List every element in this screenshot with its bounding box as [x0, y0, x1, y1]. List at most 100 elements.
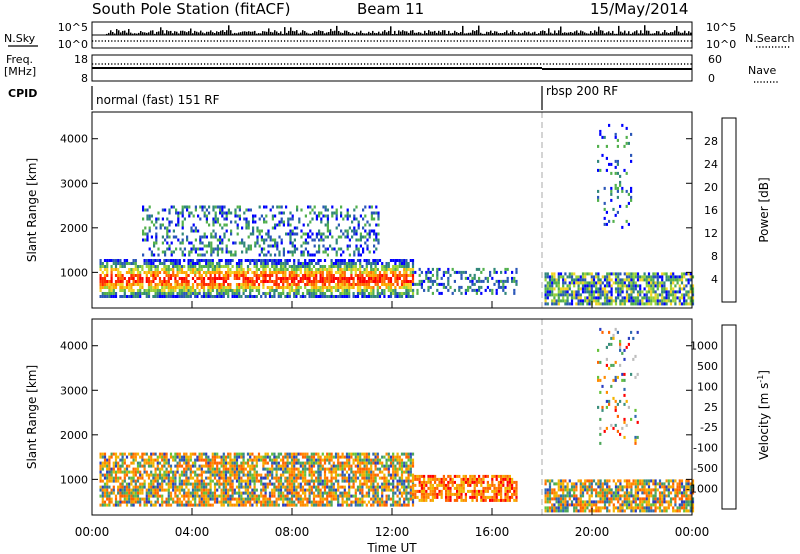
echo-cell	[265, 220, 268, 224]
echo-cell	[674, 299, 677, 303]
echo-cell	[178, 271, 181, 274]
echo-cell	[266, 482, 269, 486]
echo-cell	[128, 268, 131, 271]
echo-cell	[372, 476, 375, 480]
echo-cell	[290, 461, 294, 465]
echo-cell	[352, 280, 355, 283]
echo-cell	[114, 268, 118, 271]
echo-cell	[354, 494, 357, 498]
echo-cell	[255, 265, 258, 268]
echo-cell	[597, 290, 600, 294]
echo-cell	[356, 277, 360, 280]
echo-cell	[374, 473, 377, 477]
echo-cell	[436, 267, 439, 271]
echo-cell	[123, 452, 126, 456]
echo-cell	[277, 467, 280, 471]
nsky-bar	[584, 32, 586, 35]
echo-cell	[161, 473, 164, 477]
echo-cell	[562, 299, 565, 303]
echo-cell	[304, 494, 307, 498]
echo-cell	[284, 464, 287, 468]
echo-cell	[235, 265, 239, 268]
echo-cell	[152, 464, 155, 468]
echo-cell	[209, 274, 212, 277]
echo-cell	[330, 476, 333, 480]
echo-cell	[661, 275, 664, 279]
echo-cell	[200, 467, 203, 471]
echo-cell	[370, 485, 373, 489]
echo-cell	[330, 295, 333, 298]
echo-cell	[235, 476, 239, 480]
echo-cell	[304, 271, 307, 274]
echo-cell	[356, 470, 360, 474]
echo-cell	[167, 277, 170, 280]
echo-cell	[378, 497, 382, 501]
nsky-bar	[182, 30, 184, 35]
echo-cell	[324, 208, 327, 212]
echo-cell	[219, 241, 222, 245]
echo-cell	[500, 285, 503, 289]
echo-cell	[680, 275, 684, 279]
echo-cell	[271, 500, 274, 504]
echo-cell	[394, 289, 397, 292]
echo-cell	[288, 292, 291, 295]
echo-cell	[271, 214, 274, 218]
echo-cell	[168, 220, 171, 224]
echo-cell	[289, 223, 292, 227]
nsky-bar	[320, 30, 322, 35]
echo-cell	[359, 238, 362, 242]
echo-cell	[595, 299, 598, 303]
echo-cell	[610, 192, 613, 196]
echo-cell	[277, 497, 280, 501]
echo-cell	[110, 292, 113, 295]
echo-cell	[168, 235, 171, 239]
echo-cell	[142, 217, 145, 221]
echo-cell	[136, 485, 140, 489]
echo-cell	[370, 268, 373, 271]
echo-cell	[209, 476, 212, 480]
echo-cell	[143, 485, 146, 489]
echo-cell	[238, 488, 241, 492]
echo-cell	[365, 455, 368, 459]
echo-cell	[385, 461, 388, 465]
echo-cell	[376, 274, 379, 277]
echo-cell	[341, 500, 344, 504]
echo-cell	[323, 473, 327, 477]
echo-cell	[227, 295, 230, 298]
echo-cell	[141, 292, 144, 295]
echo-cell	[101, 479, 104, 483]
echo-cell	[367, 262, 371, 265]
echo-cell	[376, 485, 379, 489]
echo-cell	[273, 500, 276, 504]
echo-cell	[346, 232, 349, 236]
nsky-bar	[138, 32, 140, 35]
echo-cell	[328, 485, 331, 489]
echo-cell	[188, 214, 191, 218]
echo-cell	[266, 455, 269, 459]
echo-cell	[431, 279, 434, 283]
echo-cell	[146, 214, 149, 218]
echo-cell	[110, 277, 113, 280]
echo-cell	[376, 503, 379, 507]
echo-cell	[284, 295, 287, 298]
echo-cell	[317, 268, 320, 271]
echo-cell	[106, 488, 109, 492]
echo-cell	[451, 267, 454, 271]
echo-cell	[152, 265, 155, 268]
echo-cell	[621, 287, 624, 291]
echo-cell	[411, 265, 415, 268]
echo-cell	[471, 288, 474, 292]
echo-cell	[249, 479, 252, 483]
echo-cell	[562, 281, 565, 285]
echo-cell	[156, 473, 159, 477]
nsky-bar	[206, 31, 208, 35]
echo-cell	[354, 262, 357, 265]
echo-cell	[227, 455, 230, 459]
echo-cell	[595, 290, 598, 294]
nsky-bar	[228, 25, 230, 35]
echo-cell	[224, 265, 228, 268]
echo-cell	[396, 292, 399, 295]
cpid-segment-2: rbsp 200 RF	[546, 84, 618, 98]
echo-cell	[190, 211, 193, 215]
echo-cell	[297, 265, 300, 268]
